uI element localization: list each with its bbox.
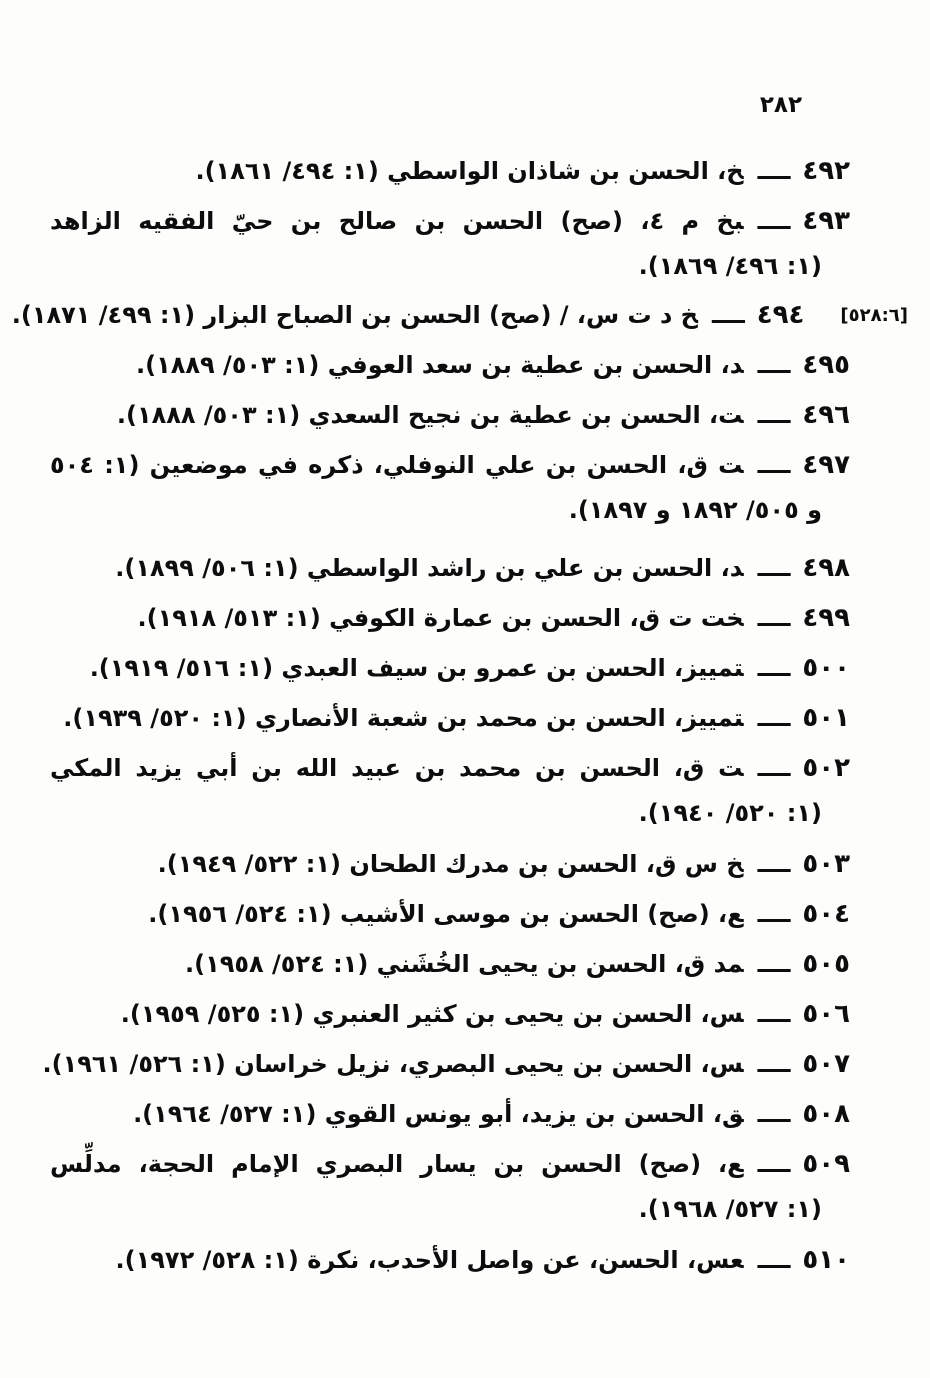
entry-row-500: ٥٠٠ ــــ تمييز، الحسن بن عمرو بن سيف العبد… xyxy=(50,643,850,693)
entry-dash: ــــ xyxy=(757,351,791,379)
entry-dash: ــــ xyxy=(711,301,745,329)
entry-number: ٤٩٤ xyxy=(756,300,805,330)
entry-number: ٤٩٨ xyxy=(802,553,850,583)
entry-number: ٥٠٦ xyxy=(802,999,850,1029)
entry-number: ٥٠٣ xyxy=(802,849,850,879)
entry-text: ت ق، الحسن بن علي النوفلي، ذكره في موضعي… xyxy=(50,451,744,479)
entry-dash: ــــ xyxy=(757,554,791,582)
page-number: ٢٨٢ xyxy=(759,92,802,118)
entry-row-504: ٥٠٤ ــــ ع، (صح) الحسن بن موسى الأشيب (١: … xyxy=(50,889,850,939)
entry-row-508: ٥٠٨ ــــ ق، الحسن بن يزيد، أبو يونس القوي … xyxy=(50,1089,850,1139)
entry-row-492: ٤٩٢ ــــ خ، الحسن بن شاذان الواسطي (١: ٤٩٤… xyxy=(50,146,850,196)
entry-row-501: ٥٠١ ــــ تمييز، الحسن بن محمد بن شعبة الأن… xyxy=(50,693,850,743)
entry-dash: ــــ xyxy=(757,157,791,185)
entry-number: ٤٩٧ xyxy=(802,450,851,480)
entry-row-495: ٤٩٥ ــــ د، الحسن بن عطية بن سعد العوفي (١… xyxy=(50,340,850,390)
entry-dash: ــــ xyxy=(757,1100,791,1128)
entry-text: خت ت ق، الحسن بن عمارة الكوفي (١: ٥١٣/ ١… xyxy=(137,604,744,632)
entry-text: ت ق، الحسن بن محمد بن عبيد الله بن أبي ي… xyxy=(50,754,744,782)
entry-number: ٥١٠ xyxy=(802,1245,850,1275)
entry-number: ٤٩٥ xyxy=(802,350,850,380)
entry-text: ت، الحسن بن عطية بن نجيح السعدي (١: ٥٠٣/… xyxy=(116,401,744,429)
entry-dash: ــــ xyxy=(757,850,791,878)
entry-row-496: ٤٩٦ ــــ ت، الحسن بن عطية بن نجيح السعدي (… xyxy=(50,390,850,440)
entry-text: خ د ت س، / (صح) الحسن بن الصباح البزار (… xyxy=(11,301,698,329)
entry-dash: ــــ xyxy=(757,754,791,782)
entry-number: ٥٠٧ xyxy=(802,1049,850,1079)
entry-number: ٤٩٣ xyxy=(802,206,850,236)
entry-dash: ــــ xyxy=(757,451,791,479)
entry-text: بخ م ٤، (صح) الحسن بن صالح بن حيّ الفقيه… xyxy=(50,207,744,235)
entry-dash: ــــ xyxy=(757,654,791,682)
entry-dash: ــــ xyxy=(757,604,791,632)
entry-dash: ــــ xyxy=(757,401,791,429)
entry-text: ع، (صح) الحسن بن يسار البصري الإمام الحج… xyxy=(50,1150,744,1178)
entry-row-509: ٥٠٩ ــــ ع، (صح) الحسن بن يسار البصري الإم… xyxy=(50,1139,850,1189)
entry-number: ٥٠٠ xyxy=(802,653,850,683)
entry-row-506: ٥٠٦ ــــ س، الحسن بن يحيى بن كثير العنبري … xyxy=(50,989,850,1039)
entry-text: س، الحسن بن يحيى بن كثير العنبري (١: ٥٢٥… xyxy=(120,1000,744,1028)
entry-number: ٤٩٦ xyxy=(802,400,850,430)
entry-number: ٥٠١ xyxy=(802,703,850,733)
entry-row-507: ٥٠٧ ــــ س، الحسن بن يحيى البصري، نزيل خرا… xyxy=(43,1039,850,1089)
entry-dash: ــــ xyxy=(757,704,791,732)
margin-note: [٥٢٨:٦] xyxy=(840,305,908,326)
entry-number: ٥٠٢ xyxy=(802,753,850,783)
entry-row-493: ٤٩٣ ــــ بخ م ٤، (صح) الحسن بن صالح بن حيّ… xyxy=(50,196,850,246)
entry-dash: ــــ xyxy=(757,207,791,235)
entry-text: ق، الحسن بن يزيد، أبو يونس القوي (١: ٥٢٧… xyxy=(133,1100,744,1128)
entry-row-505: ٥٠٥ ــــ مد ق، الحسن بن يحيى الخُشَني (١: … xyxy=(50,939,850,989)
entry-number: ٤٩٩ xyxy=(802,603,850,633)
entry-continuation-493: (١: ٤٩٦/ ١٨٦٩). xyxy=(638,252,822,280)
entry-row-499: ٤٩٩ ــــ خت ت ق، الحسن بن عمارة الكوفي (١:… xyxy=(50,593,850,643)
entry-dash: ــــ xyxy=(757,1000,791,1028)
entry-text: عس، الحسن، عن واصل الأحدب، نكرة (١: ٥٢٨/… xyxy=(115,1246,744,1274)
entry-text: د، الحسن بن علي بن راشد الواسطي (١: ٥٠٦/… xyxy=(115,554,744,582)
entry-row-503: ٥٠٣ ــــ خ س ق، الحسن بن مدرك الطحان (١: ٥… xyxy=(50,839,850,889)
entry-dash: ــــ xyxy=(757,950,791,978)
entry-dash: ــــ xyxy=(757,1050,791,1078)
entry-number: ٤٩٢ xyxy=(802,156,850,186)
entry-continuation-509: (١: ٥٢٧/ ١٩٦٨). xyxy=(638,1195,822,1223)
entry-text: تمييز، الحسن بن عمرو بن سيف العبدي (١: ٥… xyxy=(89,654,744,682)
entry-dash: ــــ xyxy=(757,1150,791,1178)
entry-continuation-502: (١: ٥٢٠/ ١٩٤٠). xyxy=(638,799,822,827)
entry-text: د، الحسن بن عطية بن سعد العوفي (١: ٥٠٣/ … xyxy=(136,351,744,379)
entry-row-510: ٥١٠ ــــ عس، الحسن، عن واصل الأحدب، نكرة (… xyxy=(50,1235,850,1285)
entry-number: ٥٠٩ xyxy=(802,1149,850,1179)
entry-dash: ــــ xyxy=(757,1246,791,1274)
entry-text: خ، الحسن بن شاذان الواسطي (١: ٤٩٤/ ١٨٦١)… xyxy=(195,157,744,185)
entry-row-498: ٤٩٨ ــــ د، الحسن بن علي بن راشد الواسطي (… xyxy=(50,543,850,593)
entry-dash: ــــ xyxy=(757,900,791,928)
entry-number: ٥٠٥ xyxy=(802,949,850,979)
entry-continuation-497: و ٥٠٥/ ١٨٩٢ و ١٨٩٧). xyxy=(568,496,822,524)
entries-list: ٤٩٢ ــــ خ، الحسن بن شاذان الواسطي (١: ٤٩٤… xyxy=(12,146,907,1285)
entry-row-497: ٤٩٧ ــــ ت ق، الحسن بن علي النوفلي، ذكره ف… xyxy=(50,440,850,490)
entry-row-502: ٥٠٢ ــــ ت ق، الحسن بن محمد بن عبيد الله ب… xyxy=(50,743,850,793)
entry-text: خ س ق، الحسن بن مدرك الطحان (١: ٥٢٢/ ١٩٤… xyxy=(157,850,744,878)
entry-text: مد ق، الحسن بن يحيى الخُشَني (١: ٥٢٤/ ١٩… xyxy=(184,950,744,978)
entry-text: س، الحسن بن يحيى البصري، نزيل خراسان (١:… xyxy=(42,1050,744,1078)
entry-text: ع، (صح) الحسن بن موسى الأشيب (١: ٥٢٤/ ١٩… xyxy=(148,900,744,928)
entry-number: ٥٠٤ xyxy=(802,899,850,929)
entry-number: ٥٠٨ xyxy=(802,1099,850,1129)
entry-text: تمييز، الحسن بن محمد بن شعبة الأنصاري (١… xyxy=(63,704,744,732)
entry-row-494: [٥٢٨:٦] ٤٩٤ ــــ خ د ت س، / (صح) الحسن بن ا… xyxy=(12,290,907,340)
